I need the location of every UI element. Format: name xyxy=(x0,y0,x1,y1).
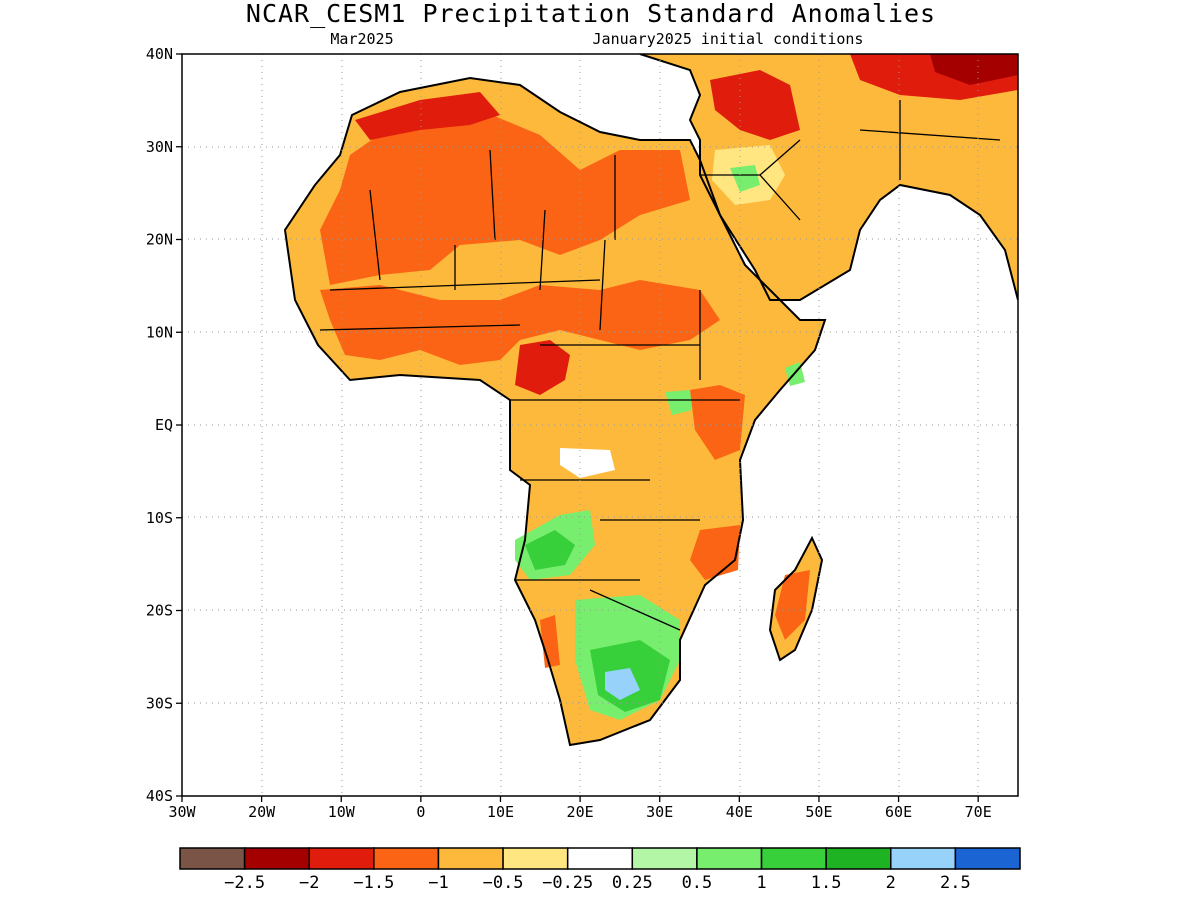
colorbar-swatch xyxy=(890,847,957,870)
lat-label: 40N xyxy=(146,45,173,63)
anomaly-southern-peak xyxy=(605,668,640,700)
lon-label: 30E xyxy=(646,803,673,821)
lon-label: 60E xyxy=(885,803,912,821)
colorbar-swatch xyxy=(179,847,246,870)
colorbar-swatch xyxy=(373,847,440,870)
initial-conditions: January2025 initial conditions xyxy=(593,30,864,48)
colorbar-swatch xyxy=(631,847,698,870)
colorbar-swatch xyxy=(308,847,375,870)
lon-label: 70E xyxy=(965,803,992,821)
colorbar-swatch xyxy=(243,847,310,870)
colorbar-label: 0.5 xyxy=(682,873,713,893)
forecast-month: Mar2025 xyxy=(330,30,393,48)
lon-label: 0 xyxy=(416,803,425,821)
anomaly-west-south-africa xyxy=(540,615,560,668)
lon-label: 30W xyxy=(168,803,196,821)
anomaly-field xyxy=(182,54,1018,796)
lon-label: 10E xyxy=(487,803,514,821)
country-borders xyxy=(319,100,1001,631)
anomaly-angola-core xyxy=(525,530,575,570)
lat-label: 10N xyxy=(146,323,173,341)
colorbar-label: −2.5 xyxy=(224,873,265,893)
latitude-labels: 40N 30N 20N 10N EQ 10S 20S 30S 40S xyxy=(146,45,182,805)
lat-label: 30N xyxy=(146,138,173,156)
graticule xyxy=(182,54,1018,796)
anomaly-arabia-wet xyxy=(730,165,760,192)
lat-label: 20N xyxy=(146,231,173,249)
colorbar-swatch xyxy=(954,847,1021,870)
colorbar-swatch xyxy=(502,847,569,870)
colorbar-label: −1 xyxy=(428,873,448,893)
colorbar-label: 2 xyxy=(886,873,896,893)
lat-label: EQ xyxy=(155,416,173,434)
lon-label: 40E xyxy=(726,803,753,821)
colorbar-label: 1 xyxy=(756,873,766,893)
anomaly-mediterranean xyxy=(355,92,500,140)
colorbar: −2.5 −2 −1.5 −1 −0.5 −0.25 0.25 0.5 1 1.5 2 2.5 xyxy=(179,847,1021,893)
anomaly-near-neutral-west xyxy=(560,448,615,478)
colorbar-swatch xyxy=(825,847,892,870)
map-panel xyxy=(181,53,1019,797)
lat-label: 40S xyxy=(146,787,173,805)
anomaly-asia-core xyxy=(930,54,1018,85)
colorbar-label: 0.25 xyxy=(612,873,653,893)
colorbar-label: −2 xyxy=(299,873,319,893)
colorbar-label: 1.5 xyxy=(811,873,842,893)
colorbar-label: 2.5 xyxy=(940,873,971,893)
colorbar-label: −0.5 xyxy=(483,873,524,893)
colorbar-swatch xyxy=(437,847,504,870)
anomaly-east-africa xyxy=(690,385,745,460)
anomaly-north-africa xyxy=(320,110,690,285)
colorbar-swatch xyxy=(566,847,634,870)
lon-label: 10W xyxy=(328,803,356,821)
colorbar-label: −1.5 xyxy=(353,873,394,893)
lat-label: 20S xyxy=(146,602,173,620)
lat-label: 30S xyxy=(146,694,173,712)
anomaly-middle-east xyxy=(710,70,800,140)
anomaly-east-wet xyxy=(665,390,692,415)
figure-title: NCAR_CESM1 Precipitation Standard Anomal… xyxy=(246,0,936,28)
eurasia-coastline xyxy=(639,54,1018,301)
anomaly-central xyxy=(515,340,570,395)
anomaly-sahel xyxy=(320,280,720,365)
colorbar-swatch xyxy=(760,847,827,870)
lat-label: 10S xyxy=(146,509,173,527)
lon-label: 50E xyxy=(805,803,832,821)
colorbar-label: −0.25 xyxy=(542,873,593,893)
africa-coastline xyxy=(283,76,827,747)
lon-label: 20E xyxy=(567,803,594,821)
colorbar-swatch xyxy=(696,847,763,870)
longitude-labels: 30W 20W 10W 0 10E 20E 30E 40E 50E 60E 70E xyxy=(168,796,992,821)
anomaly-madagascar-dry xyxy=(775,570,810,640)
lon-label: 20W xyxy=(248,803,276,821)
